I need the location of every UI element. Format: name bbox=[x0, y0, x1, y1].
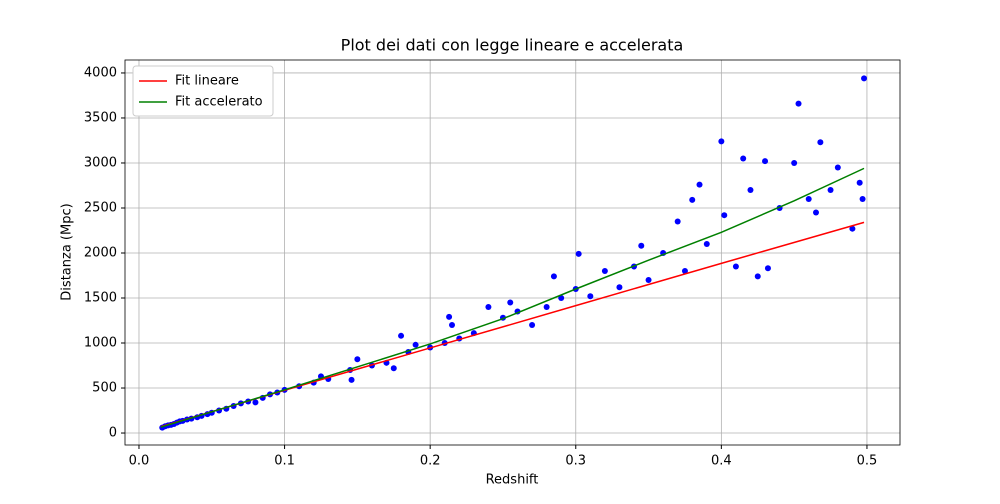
y-tick-label: 2000 bbox=[84, 245, 117, 260]
scatter-point bbox=[390, 365, 397, 372]
scatter-point bbox=[558, 295, 565, 302]
scatter-point bbox=[252, 399, 259, 406]
y-tick-label: 1000 bbox=[84, 336, 117, 351]
scatter-point bbox=[638, 242, 645, 249]
scatter-point bbox=[674, 218, 681, 225]
scatter-point bbox=[859, 195, 866, 202]
x-tick-label: 0.4 bbox=[711, 454, 732, 469]
scatter-point bbox=[721, 212, 728, 219]
legend-label: Fit accelerato bbox=[175, 95, 263, 110]
scatter-point bbox=[681, 267, 688, 274]
y-tick-label: 3500 bbox=[84, 110, 117, 125]
scatter-point bbox=[449, 322, 456, 329]
y-tick-label: 4000 bbox=[84, 65, 117, 80]
legend-label: Fit lineare bbox=[175, 74, 239, 89]
y-tick-label: 0 bbox=[109, 426, 117, 441]
scatter-point bbox=[550, 273, 557, 280]
scatter-point bbox=[689, 196, 696, 203]
x-tick-label: 0.3 bbox=[565, 454, 586, 469]
scatter-point bbox=[587, 293, 594, 300]
scatter-point bbox=[805, 195, 812, 202]
scatter-point bbox=[696, 181, 703, 188]
scatter-point bbox=[817, 139, 824, 146]
scatter-point bbox=[645, 277, 652, 283]
scatter-point bbox=[507, 299, 514, 306]
chart-title: Plot dei dati con legge lineare e accele… bbox=[341, 36, 684, 55]
scatter-point bbox=[791, 159, 798, 166]
y-tick-label: 3000 bbox=[84, 155, 117, 170]
scatter-point bbox=[764, 265, 771, 272]
scatter-point bbox=[762, 158, 769, 165]
scatter-point bbox=[740, 155, 747, 162]
scatter-point bbox=[856, 179, 863, 186]
scatter-point bbox=[703, 240, 710, 247]
axes-frame bbox=[124, 59, 901, 446]
y-tick-label: 1500 bbox=[84, 291, 117, 306]
y-tick-label: 500 bbox=[92, 381, 117, 396]
scatter-point bbox=[754, 273, 761, 280]
fit-line bbox=[160, 167, 865, 428]
scatter-point bbox=[849, 225, 856, 232]
scatter-point bbox=[354, 356, 361, 363]
scatter-point bbox=[446, 313, 453, 320]
scatter-point bbox=[575, 250, 582, 257]
x-tick-label: 0.2 bbox=[420, 454, 441, 469]
scatter-point bbox=[348, 376, 355, 383]
scatter-point bbox=[398, 332, 405, 339]
y-tick-label: 2500 bbox=[84, 200, 117, 215]
scatter-point bbox=[718, 138, 725, 145]
scatter-point bbox=[601, 267, 608, 274]
x-tick-label: 0.1 bbox=[274, 454, 295, 469]
scatter-point bbox=[529, 322, 536, 329]
scatter-point bbox=[543, 304, 550, 311]
scatter-point bbox=[732, 263, 739, 270]
x-axis-label: Redshift bbox=[486, 473, 539, 488]
scatter-point bbox=[412, 341, 419, 348]
scatter-point bbox=[616, 284, 623, 291]
x-tick-label: 0.0 bbox=[129, 454, 150, 469]
legend-box bbox=[132, 65, 274, 117]
scatter-point bbox=[812, 209, 819, 216]
scatter-point bbox=[827, 186, 834, 193]
scatter-point bbox=[861, 75, 868, 82]
scatter-point bbox=[795, 100, 802, 107]
y-axis-label: Distanza (Mpc) bbox=[60, 203, 75, 300]
x-tick-label: 0.5 bbox=[857, 454, 878, 469]
plot-area: 0.0 0.1 0.2 0.3 0.4 0.5 0 500 1000 1500 2000 2500 30… bbox=[84, 59, 901, 469]
scatter-point bbox=[747, 186, 754, 193]
scatter-point bbox=[834, 164, 841, 171]
scatter-point bbox=[485, 304, 492, 311]
